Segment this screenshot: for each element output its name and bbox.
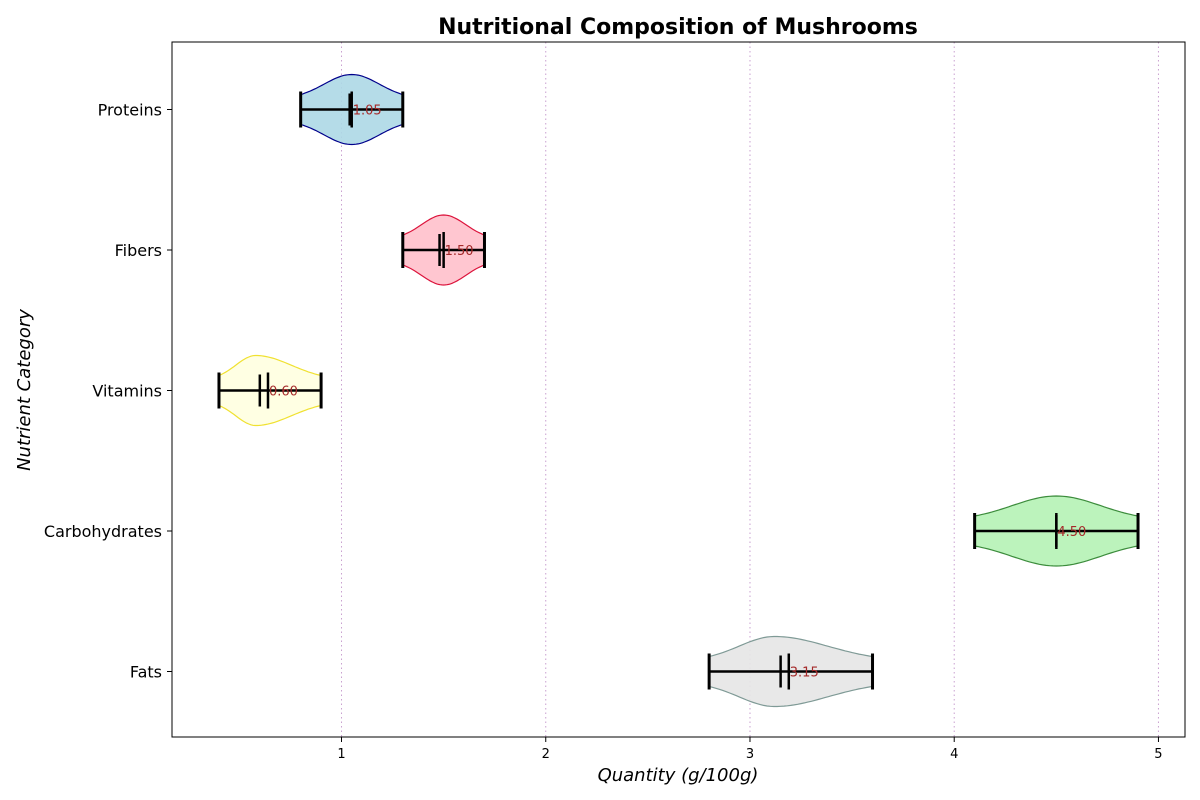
violin-proteins: 1.05 [299, 73, 405, 146]
grid [341, 42, 1159, 737]
violin-vitamins: 0.60 [217, 354, 323, 427]
y-tick-label: Carbohydrates [44, 522, 162, 541]
violins: 1.05 1.50 0.60 4.50 3.15 [217, 73, 1140, 708]
x-tick-label: 2 [542, 747, 550, 762]
y-tick-label: Proteins [98, 101, 162, 120]
median-label: 3.15 [790, 666, 819, 681]
plot-frame [171, 41, 1186, 738]
x-tick-label: 4 [950, 747, 958, 762]
median-label: 4.50 [1057, 525, 1086, 540]
chart-title: Nutritional Composition of Mushrooms [438, 15, 918, 40]
y-tick-label: Fats [130, 663, 162, 682]
y-tick-label: Vitamins [92, 382, 162, 401]
x-axis-label: Quantity (g/100g) [598, 765, 759, 786]
y-axis-label: Nutrient Category [14, 309, 35, 471]
x-tick-label: 3 [746, 747, 754, 762]
y-axis: Proteins Fibers Vitamins Carbohydrates Fats [44, 101, 172, 682]
median-label: 1.05 [353, 104, 382, 119]
x-tick-label: 1 [337, 747, 345, 762]
violin-carbohydrates: 4.50 [973, 495, 1140, 567]
median-label: 0.60 [269, 385, 298, 400]
violin-fibers: 1.50 [401, 214, 486, 286]
violin-fats: 3.15 [707, 635, 875, 708]
x-tick-label: 5 [1154, 747, 1162, 762]
y-tick-label: Fibers [115, 241, 162, 260]
median-label: 1.50 [445, 244, 474, 259]
x-axis: 1 2 3 4 5 [337, 737, 1163, 762]
